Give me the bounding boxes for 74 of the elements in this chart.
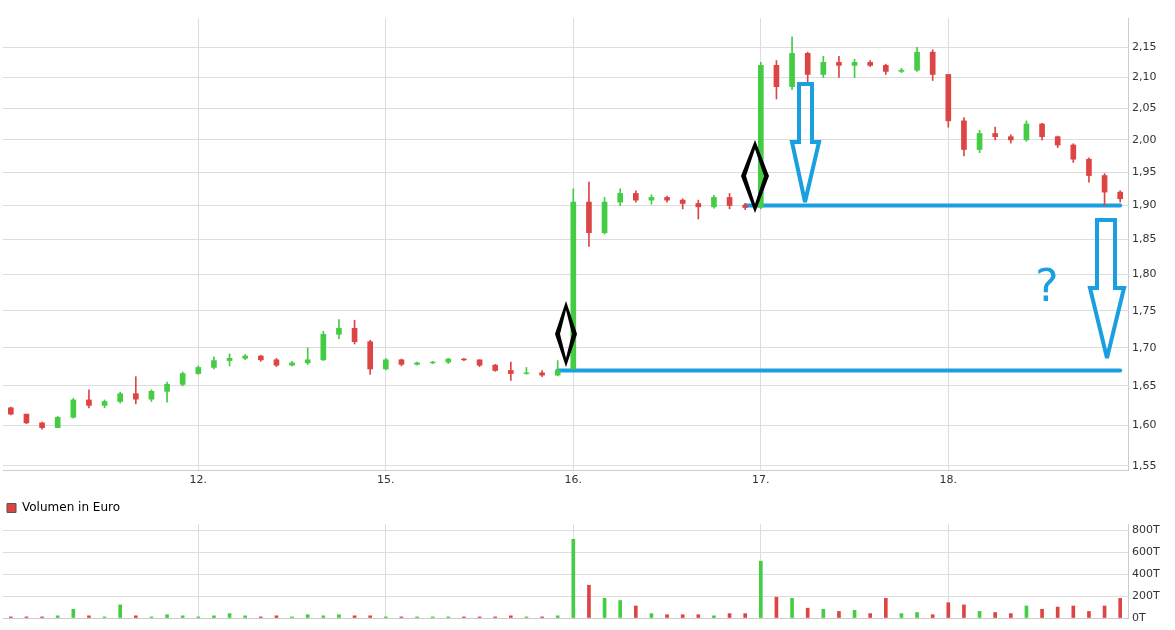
x-tick-label: 12. bbox=[189, 473, 208, 487]
candlestick bbox=[304, 347, 311, 365]
candlestick bbox=[695, 199, 702, 220]
bar bbox=[337, 614, 341, 618]
bar bbox=[571, 538, 576, 618]
bar bbox=[665, 614, 669, 618]
y-tick-label: 1,75 bbox=[1132, 303, 1157, 317]
annotation: ? bbox=[1035, 259, 1059, 311]
bar bbox=[321, 615, 326, 618]
bar bbox=[1087, 611, 1091, 618]
bar bbox=[1040, 608, 1044, 618]
candlestick bbox=[132, 376, 139, 405]
bar bbox=[87, 615, 91, 618]
bar bbox=[962, 604, 966, 618]
y-tick-label: 2,15 bbox=[1132, 40, 1157, 54]
bar bbox=[1071, 605, 1076, 618]
y-tick-label: 2,10 bbox=[1132, 70, 1157, 84]
y-tick-label: 800T bbox=[1132, 523, 1160, 537]
bar bbox=[1055, 606, 1060, 618]
y-tick-label: 1,85 bbox=[1132, 232, 1157, 246]
bar bbox=[352, 615, 357, 618]
bar bbox=[274, 615, 279, 618]
y-tick-label: 1,70 bbox=[1132, 340, 1157, 354]
candlestick bbox=[836, 56, 842, 78]
bar bbox=[243, 615, 248, 618]
bar bbox=[837, 611, 841, 618]
candlestick bbox=[507, 361, 514, 381]
y-tick-label: 1,90 bbox=[1132, 198, 1157, 212]
bar bbox=[712, 615, 716, 618]
bar bbox=[55, 615, 60, 618]
bar bbox=[368, 615, 373, 618]
y-tick-label: 1,60 bbox=[1132, 418, 1157, 432]
bar bbox=[305, 614, 310, 618]
bar bbox=[618, 600, 623, 618]
x-tick-label: 17. bbox=[752, 473, 770, 487]
bar bbox=[883, 598, 888, 618]
bar bbox=[790, 598, 794, 618]
y-tick-label: 1,80 bbox=[1132, 267, 1157, 281]
bar bbox=[587, 584, 591, 618]
bar bbox=[1008, 613, 1013, 618]
bar bbox=[165, 614, 169, 618]
y-tick-label: 1,55 bbox=[1132, 458, 1157, 472]
bar bbox=[868, 613, 873, 618]
y-tick-label: 600T bbox=[1132, 545, 1160, 559]
bar bbox=[696, 614, 701, 618]
y-tick-label: 400T bbox=[1132, 567, 1160, 581]
y-tick-label: 0T bbox=[1132, 610, 1146, 624]
y-tick-label: 1,65 bbox=[1132, 378, 1157, 392]
bar bbox=[133, 615, 138, 618]
bar bbox=[993, 612, 998, 618]
bar bbox=[930, 614, 935, 618]
bar bbox=[743, 613, 748, 618]
bar bbox=[821, 608, 826, 618]
bar bbox=[758, 560, 763, 618]
bar bbox=[555, 615, 560, 618]
bar bbox=[118, 604, 123, 618]
bar bbox=[633, 605, 638, 618]
bar bbox=[1118, 598, 1123, 618]
bar bbox=[71, 608, 76, 618]
x-tick-label: 16. bbox=[564, 473, 583, 487]
bar bbox=[805, 607, 810, 618]
y-tick-label: 200T bbox=[1132, 589, 1160, 602]
bar bbox=[508, 615, 513, 618]
y-tick-label: 2,00 bbox=[1132, 132, 1157, 146]
bar bbox=[946, 602, 951, 618]
y-tick-label: 1,95 bbox=[1132, 165, 1157, 179]
x-tick-label: 15. bbox=[377, 473, 395, 487]
bar bbox=[180, 615, 185, 618]
bar bbox=[680, 614, 685, 618]
x-tick-label: 18. bbox=[939, 473, 958, 487]
y-tick-label: 2,05 bbox=[1132, 101, 1157, 115]
legend-label: Volumen in Euro bbox=[22, 500, 121, 515]
bar bbox=[915, 612, 919, 618]
bar bbox=[212, 615, 216, 618]
